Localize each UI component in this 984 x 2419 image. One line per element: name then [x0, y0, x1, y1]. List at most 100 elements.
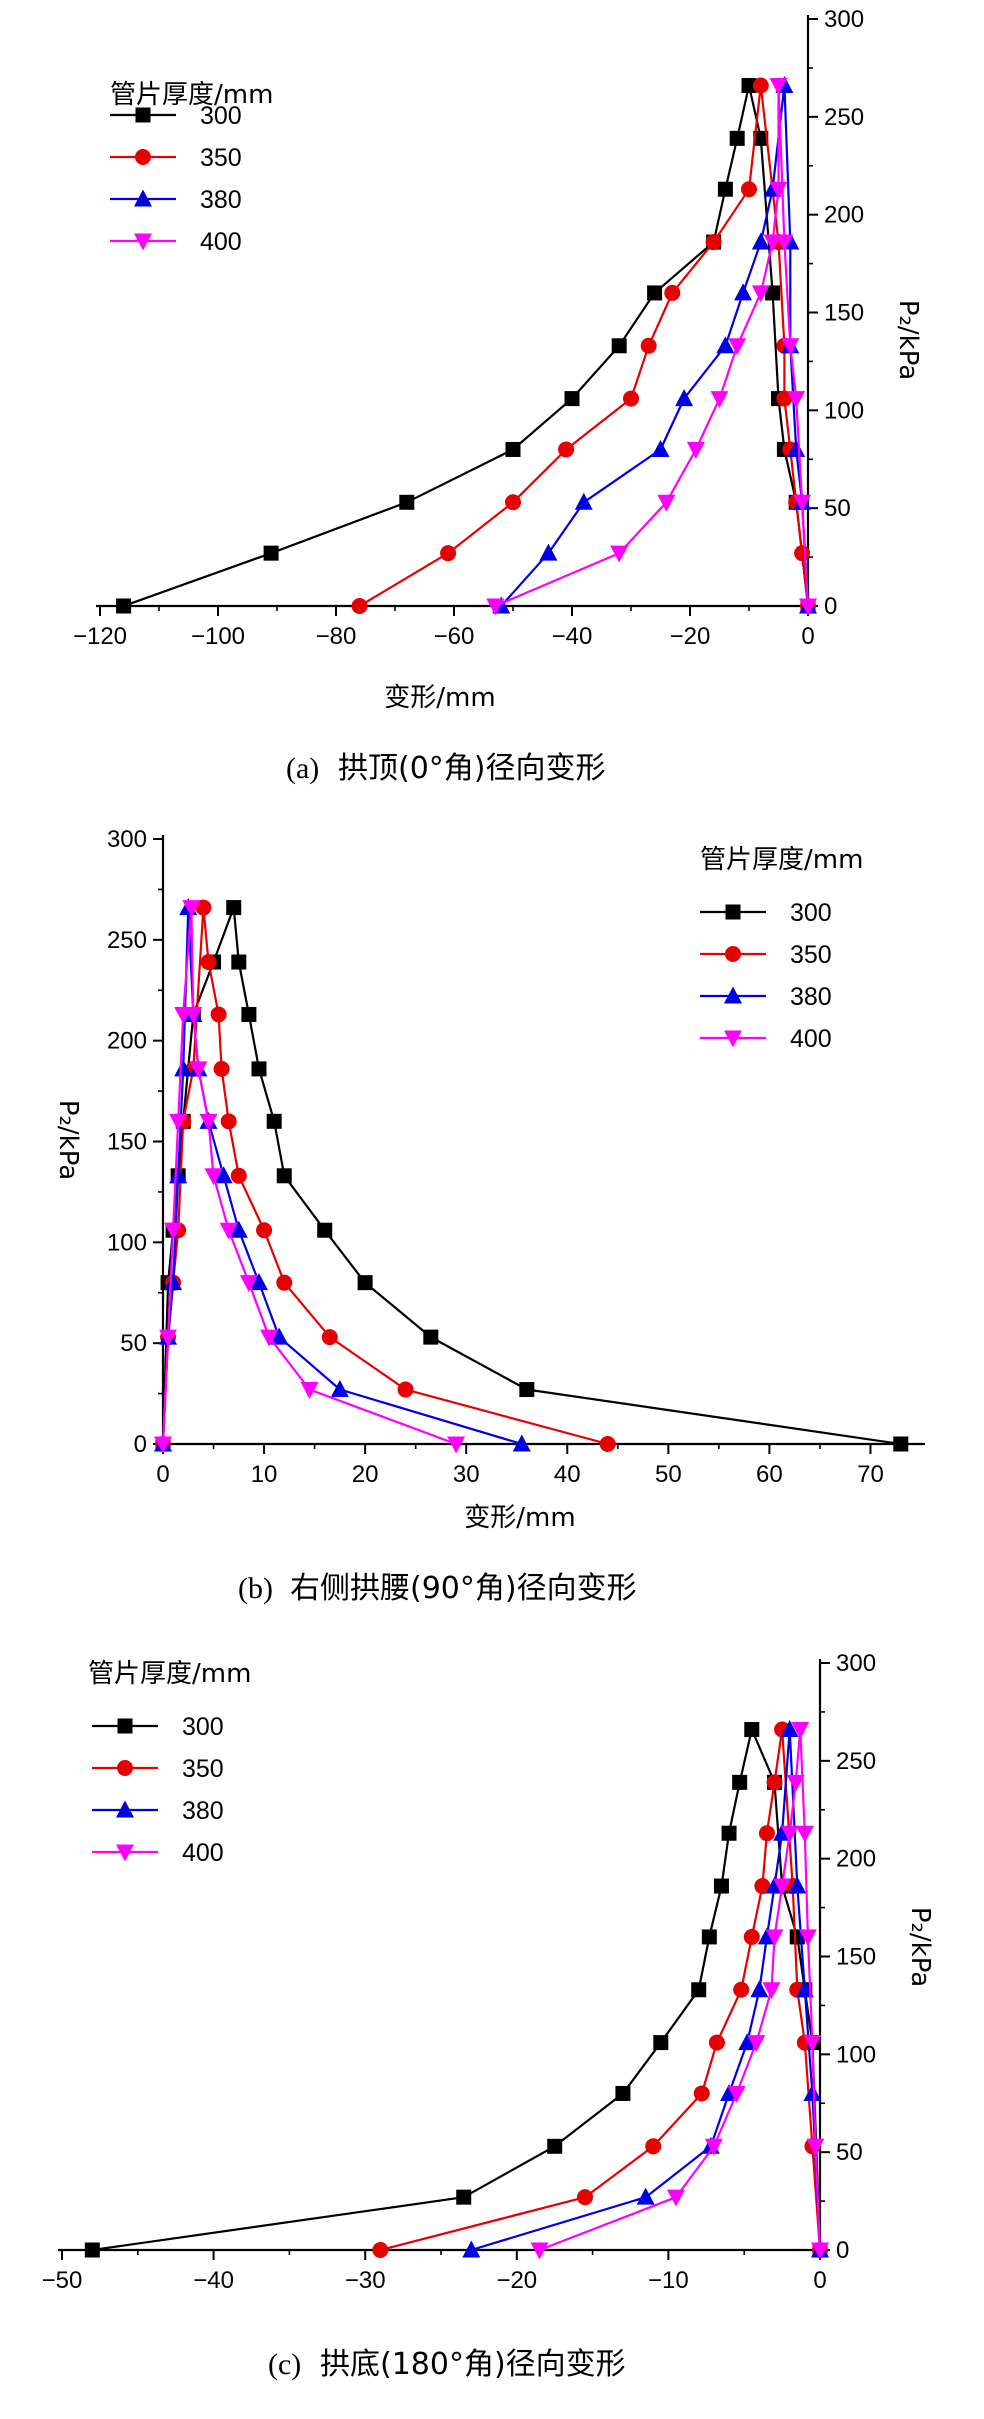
data-point	[765, 285, 781, 301]
data-point	[276, 1168, 292, 1184]
y-tick-label: 50	[824, 495, 851, 522]
data-point	[734, 283, 753, 301]
data-point	[204, 1168, 223, 1186]
data-point	[610, 545, 629, 563]
chart-panel-b: 0 10 20 30 40 50 60 70 0 50 100 150 200 250 300 变形/mm P₂…	[53, 826, 925, 1606]
data-point	[226, 900, 242, 916]
data-point	[754, 1878, 771, 1895]
data-point	[456, 2189, 472, 2205]
data-point	[798, 1929, 817, 1947]
y-tick-label: 50	[120, 1330, 147, 1357]
legend-swatch-marker	[116, 1800, 134, 1818]
data-point	[440, 545, 457, 562]
data-point	[505, 441, 521, 457]
data-point	[713, 1878, 729, 1894]
legend-swatch-marker	[117, 1760, 133, 1776]
legend-title: 管片厚度/mm	[88, 1659, 251, 1689]
data-point	[811, 2242, 829, 2260]
series-line	[539, 1728, 822, 2252]
data-point	[728, 338, 747, 356]
y-tick-label: 0	[836, 2237, 849, 2264]
data-point	[539, 543, 558, 561]
panel-caption-label: (a)	[286, 752, 319, 785]
data-point	[647, 285, 663, 301]
data-point	[704, 2138, 723, 2156]
data-point	[164, 1273, 183, 1291]
y-tick-label: 50	[836, 2139, 863, 2166]
data-point	[636, 2187, 655, 2205]
series-400	[530, 1722, 829, 2260]
y-tick-label: 100	[836, 2041, 876, 2068]
data-point	[765, 1929, 784, 1947]
x-tick-label: 50	[655, 1461, 682, 1488]
data-point	[799, 598, 817, 616]
legend-swatch-marker	[725, 904, 741, 920]
data-point	[794, 545, 811, 562]
data-point	[729, 130, 745, 146]
data-point	[741, 181, 757, 198]
legend-label: 300	[182, 1713, 224, 1741]
y-tick-label: 100	[824, 397, 864, 424]
data-point	[219, 1222, 238, 1240]
data-point	[182, 900, 201, 918]
data-point	[788, 1876, 807, 1894]
x-tick-label: −80	[316, 623, 357, 650]
data-point	[169, 1113, 188, 1131]
data-point	[231, 954, 247, 970]
y-axis-title: P₂/kPa	[893, 300, 923, 380]
legend-label: 380	[200, 186, 242, 214]
data-point	[791, 1722, 810, 1740]
data-point	[558, 441, 575, 458]
data-point	[530, 2242, 549, 2260]
data-point	[793, 494, 812, 512]
x-tick-label: −60	[434, 623, 475, 650]
data-point	[786, 1774, 805, 1792]
data-point	[486, 598, 505, 616]
x-tick-label: −20	[670, 623, 711, 650]
legend-swatch-marker	[134, 233, 152, 251]
data-point	[399, 494, 415, 510]
x-tick-label: 40	[554, 1461, 581, 1488]
chart-panel-a: −120 −100 −80 −60 −40 −20 00 50 100 150 200 250 300 变…	[73, 6, 923, 786]
x-tick-label: −120	[73, 623, 127, 650]
data-point	[741, 78, 757, 94]
data-point	[357, 1275, 373, 1291]
legend-label: 380	[182, 1797, 224, 1825]
x-tick-label: 0	[156, 1461, 169, 1488]
y-tick-label: 250	[107, 927, 147, 954]
y-tick-label: 300	[824, 6, 864, 33]
data-point	[781, 338, 800, 356]
data-point	[721, 1825, 737, 1841]
data-point	[611, 338, 627, 354]
y-tick-label: 0	[824, 593, 837, 620]
x-tick-label: −30	[345, 2267, 386, 2294]
data-point	[803, 2035, 822, 2053]
panel-caption-text: 拱底(180°角)径向变形	[320, 2347, 626, 2382]
data-point	[447, 1436, 466, 1454]
y-tick-label: 100	[107, 1229, 147, 1256]
data-point	[260, 1329, 279, 1347]
legend-swatch-marker	[135, 107, 151, 123]
data-point	[164, 1222, 183, 1240]
x-tick-label: 20	[352, 1461, 379, 1488]
data-point	[717, 181, 733, 197]
panel-caption-label: (b)	[238, 1572, 273, 1605]
legend-swatch-marker	[134, 189, 152, 207]
data-point	[752, 77, 769, 94]
data-point	[773, 1878, 792, 1896]
x-tick-label: −40	[552, 623, 593, 650]
series-line	[380, 1728, 822, 2252]
series-300	[84, 1722, 828, 2258]
legend-label: 380	[790, 983, 832, 1011]
data-point	[762, 1982, 781, 2000]
series-400	[486, 78, 817, 616]
data-point	[189, 1061, 208, 1079]
data-point	[154, 1436, 172, 1454]
data-point	[657, 494, 676, 512]
panel-caption-label: (c)	[268, 2348, 301, 2381]
legend-label: 350	[200, 144, 242, 172]
data-point	[577, 2189, 594, 2206]
